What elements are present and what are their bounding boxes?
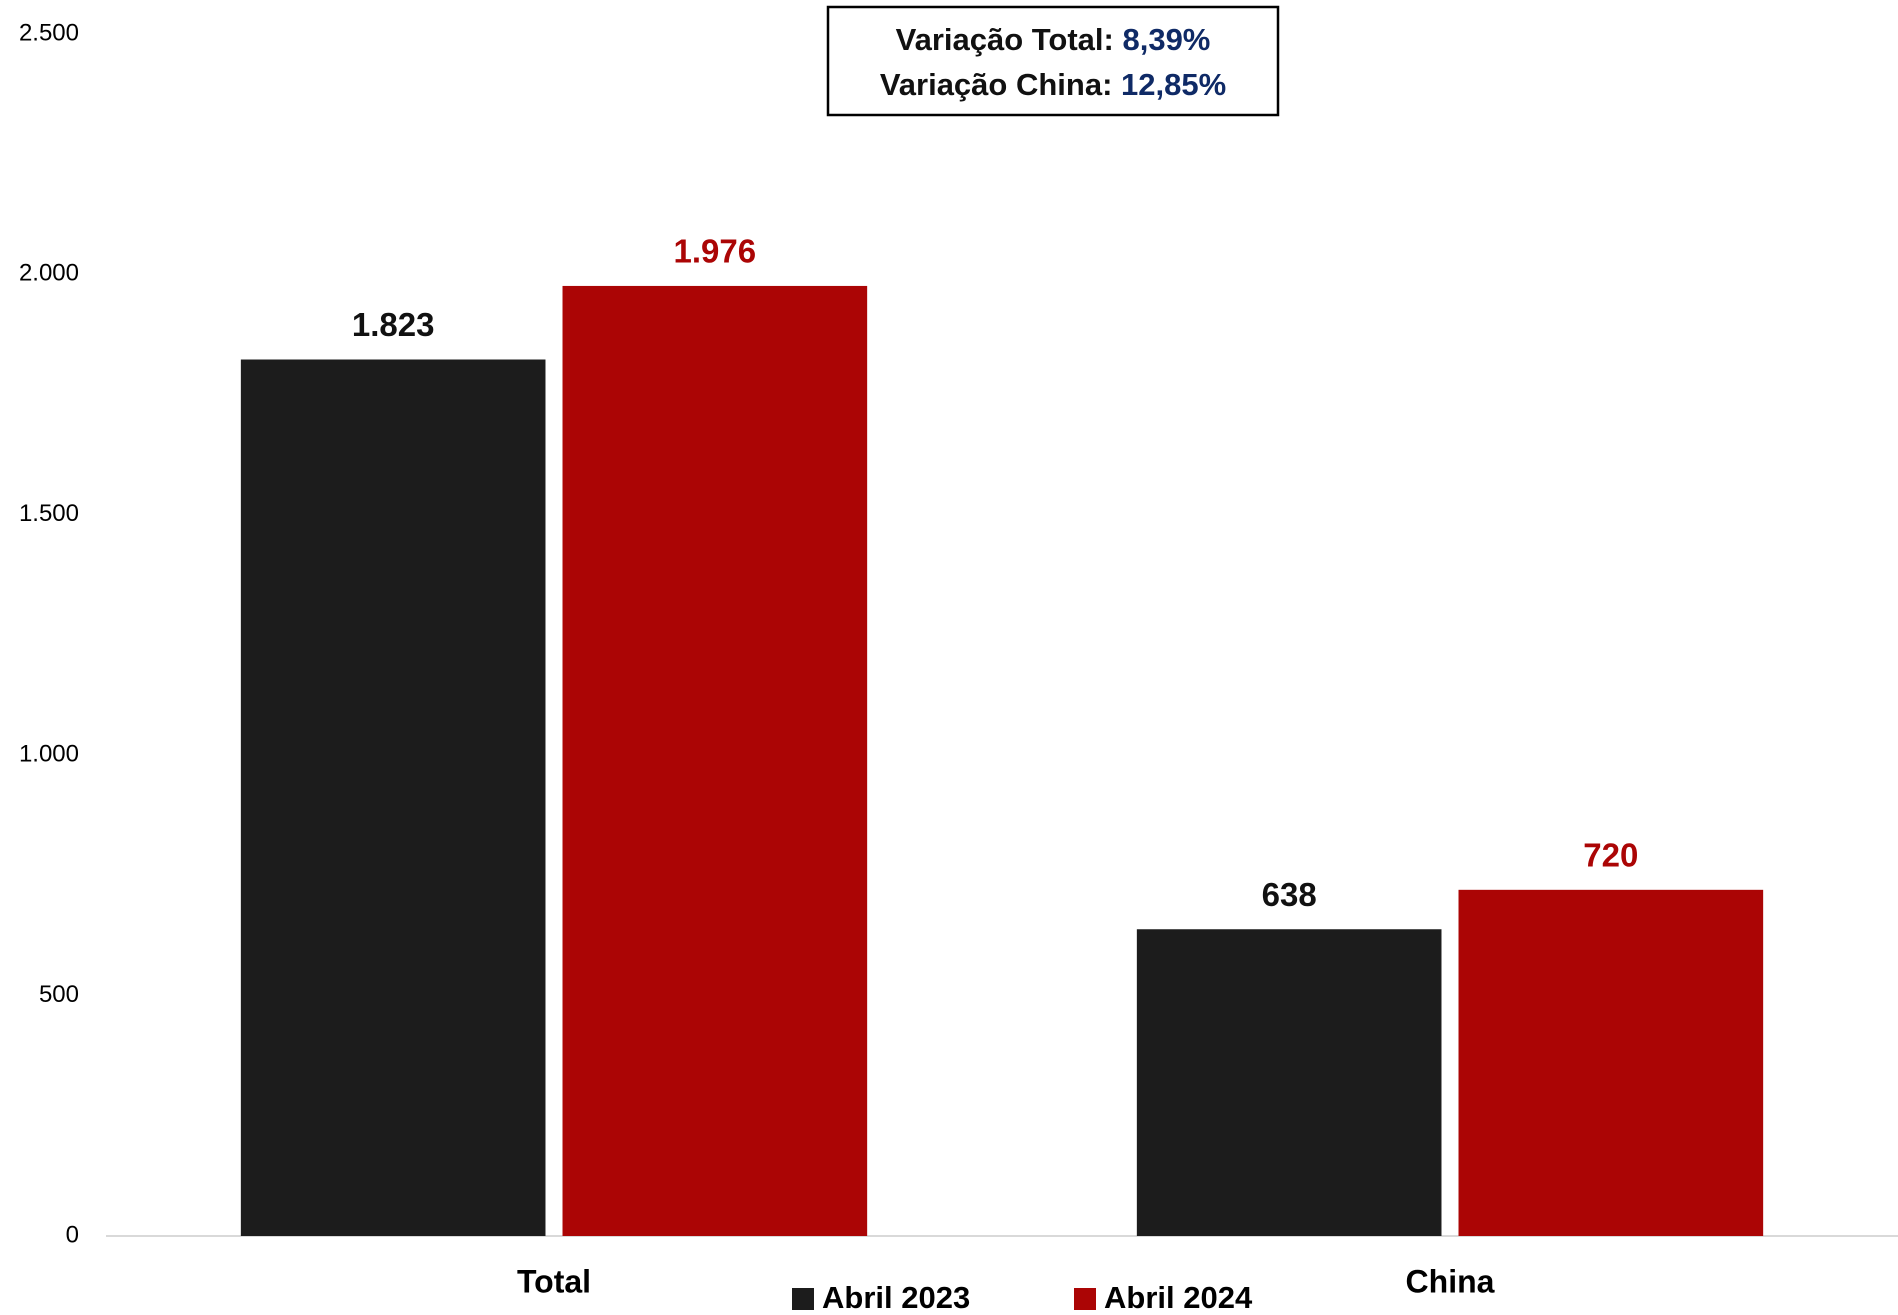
annotation-value: 12,85% [1121, 67, 1226, 102]
bar [1458, 889, 1764, 1236]
x-tick-label: China [1406, 1263, 1495, 1299]
y-tick-label: 1.500 [19, 500, 79, 527]
y-tick-label: 2.500 [19, 19, 79, 46]
legend-swatch [792, 1288, 814, 1310]
annotation-value: 8,39% [1122, 22, 1210, 57]
bar [240, 359, 546, 1236]
x-tick-label: Total [517, 1263, 591, 1299]
y-tick-label: 2.000 [19, 260, 79, 287]
legend-label: Abril 2023 [822, 1280, 970, 1315]
y-tick-label: 1.000 [19, 741, 79, 768]
annotation-label: Variação Total: [896, 22, 1114, 57]
annotation: Variação Total: 8,39% [896, 22, 1211, 57]
y-tick-label: 500 [39, 981, 79, 1008]
annotation: Variação China: 12,85% [880, 67, 1226, 102]
bar [1136, 929, 1442, 1236]
legend-swatch [1074, 1288, 1096, 1310]
value-label: 1.976 [674, 233, 757, 270]
annotation-label: Variação China: [880, 67, 1113, 102]
value-label: 1.823 [352, 306, 435, 343]
value-label: 638 [1262, 876, 1317, 913]
legend-label: Abril 2024 [1104, 1280, 1253, 1315]
y-tick-label: 0 [66, 1221, 79, 1248]
annotation-box [826, 5, 1280, 117]
bar [562, 285, 868, 1236]
value-label: 720 [1583, 837, 1638, 874]
